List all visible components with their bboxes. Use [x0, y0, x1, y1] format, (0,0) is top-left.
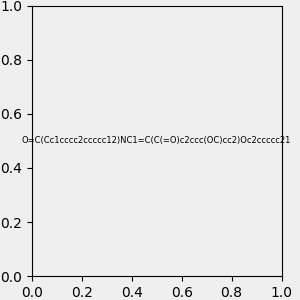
Text: O=C(Cc1cccc2ccccc12)NC1=C(C(=O)c2ccc(OC)cc2)Oc2ccccc21: O=C(Cc1cccc2ccccc12)NC1=C(C(=O)c2ccc(OC)…: [22, 136, 291, 146]
